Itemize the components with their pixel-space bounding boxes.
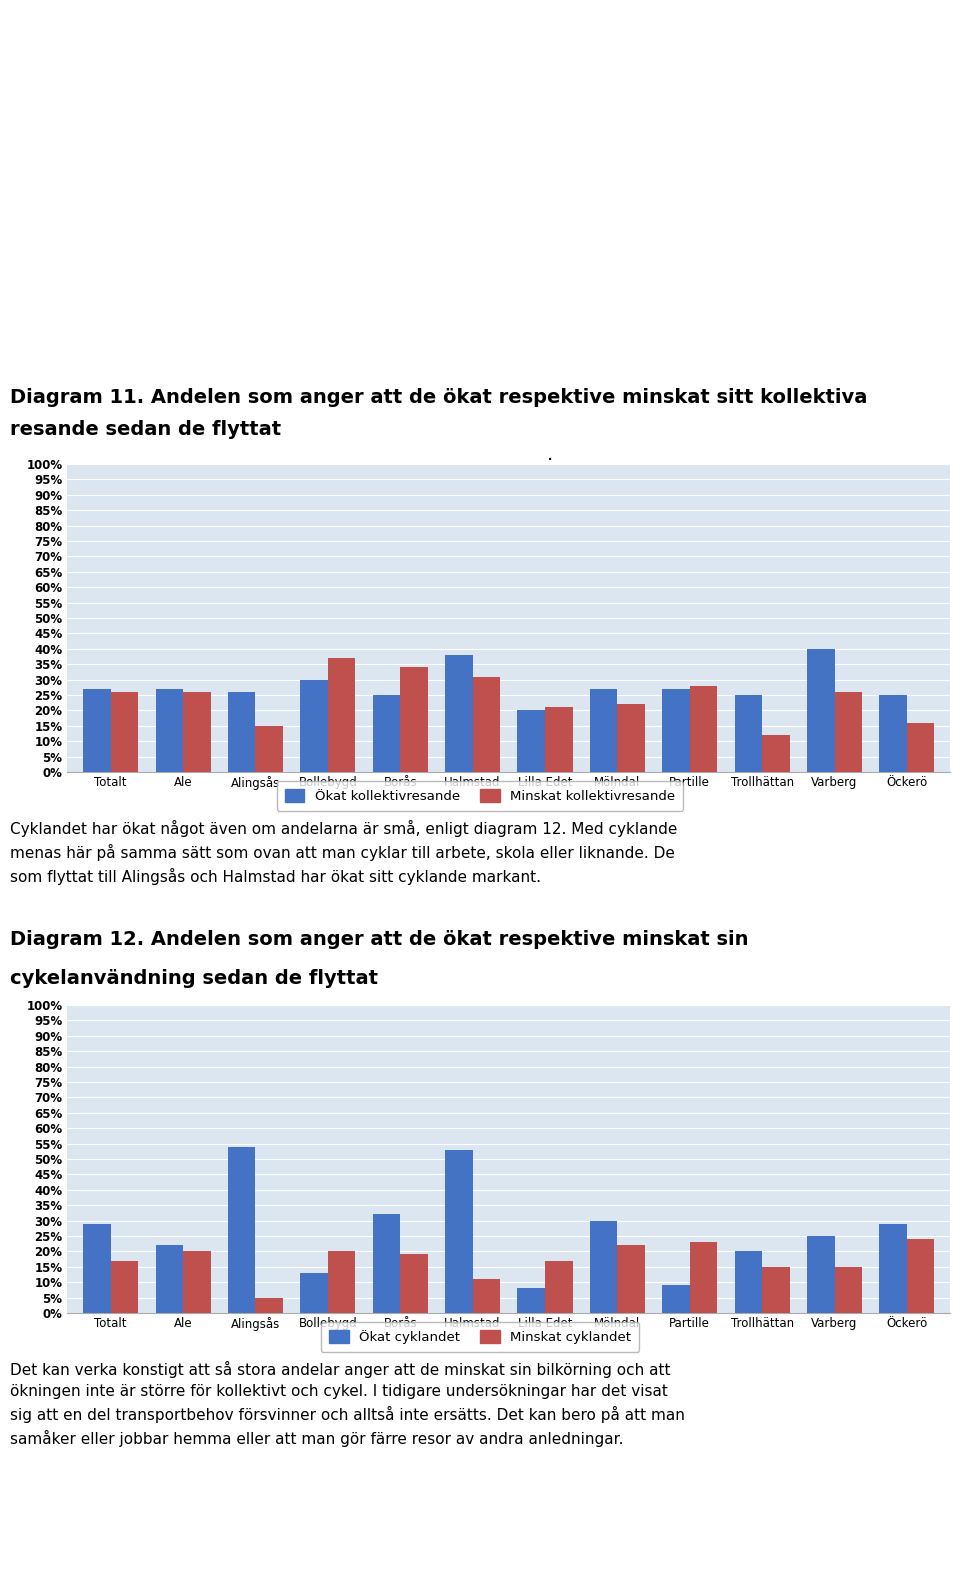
Bar [545,1261,572,1314]
Bar [907,1238,934,1314]
Bar [372,694,400,772]
Bar [110,693,138,772]
Bar [255,1298,283,1314]
Bar [617,704,645,772]
Bar [879,694,907,772]
Bar [445,654,472,772]
Legend: Ökat cyklandet, Minskat cyklandet: Ökat cyklandet, Minskat cyklandet [321,1321,639,1352]
Bar [545,707,572,772]
Bar [834,1267,862,1314]
Text: resande sedan de flyttat: resande sedan de flyttat [10,420,280,439]
Bar [807,650,834,772]
Bar [734,694,762,772]
Bar [517,710,545,772]
Text: Det kan verka konstigt att så stora andelar anger att de minskat sin bilkörning : Det kan verka konstigt att så stora ande… [10,1361,684,1448]
Bar [445,1149,472,1314]
Bar [156,1245,183,1314]
Text: Region Halland: Region Halland [211,1547,288,1556]
Bar [662,689,690,772]
Bar [690,686,717,772]
Bar [255,726,283,772]
Text: Cyklandet har ökat något även om andelarna är små, enligt diagram 12. Med cyklan: Cyklandet har ökat något även om andelar… [10,820,677,886]
Bar [110,1261,138,1314]
Bar [762,1267,790,1314]
Text: www.vastsvenskapaketet.se: www.vastsvenskapaketet.se [14,1523,162,1532]
Bar [690,1242,717,1314]
Bar [589,689,617,772]
Bar [762,736,790,772]
Bar [183,693,210,772]
Bar [84,1224,110,1314]
Bar [400,667,428,772]
Bar [807,1235,834,1314]
Legend: Ökat kollektivresande, Minskat kollektivresande: Ökat kollektivresande, Minskat kollektiv… [276,780,684,811]
Text: .: . [547,445,554,464]
Bar [472,1278,500,1314]
Text: TRAFIKVERKET: TRAFIKVERKET [730,1547,805,1556]
Bar [517,1288,545,1314]
Text: cykelanvändning sedan de flyttat: cykelanvändning sedan de flyttat [10,969,377,988]
Text: Diagram 11. Andelen som anger att de ökat respektive minskat sitt kollektiva: Diagram 11. Andelen som anger att de öka… [10,388,867,407]
Bar [834,693,862,772]
Bar [589,1221,617,1314]
Text: västtrafik: västtrafik [365,1547,415,1556]
Text: Göteborgs
Stad: Göteborgs Stad [67,1542,120,1561]
Bar [300,680,327,772]
Bar [907,723,934,772]
Bar [617,1245,645,1314]
Bar [734,1251,762,1314]
Text: VÄSTRA
GÖTALANDSREGIONEN: VÄSTRA GÖTALANDSREGIONEN [528,1542,643,1561]
Bar [228,1146,255,1314]
Bar [327,658,355,772]
Bar [879,1224,907,1314]
Bar [472,677,500,772]
Bar [327,1251,355,1314]
Bar [183,1251,210,1314]
Bar [662,1285,690,1314]
Bar [228,693,255,772]
Bar [300,1274,327,1314]
Bar [156,689,183,772]
Bar [400,1254,428,1314]
Bar [84,689,110,772]
Bar [372,1215,400,1314]
Text: Diagram 12. Andelen som anger att de ökat respektive minskat sin: Diagram 12. Andelen som anger att de öka… [10,930,748,950]
